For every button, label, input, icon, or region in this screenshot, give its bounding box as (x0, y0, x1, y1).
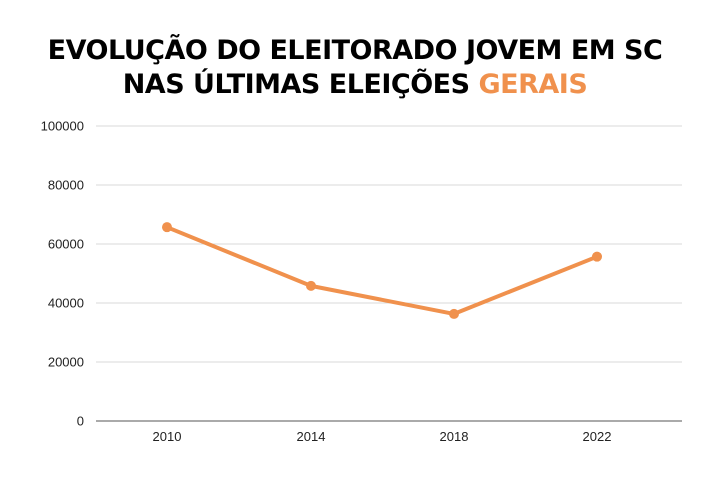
series-line (165, 225, 599, 316)
x-tick-label-2010: 2010 (153, 429, 182, 444)
y-tick-label-80000: 80000 (48, 178, 84, 193)
y-tick-label-100000: 100000 (41, 119, 84, 134)
y-axis-tick-labels: 0 20000 40000 60000 80000 100000 (41, 119, 84, 429)
chart-title-line-2: NAS ÚLTIMAS ELEIÇÕES GERAIS (0, 68, 710, 102)
x-tick-label-2022: 2022 (583, 429, 612, 444)
grid-lines (96, 125, 682, 363)
chart-title-line-2-main: NAS ÚLTIMAS ELEIÇÕES (122, 69, 470, 100)
y-tick-label-0: 0 (77, 414, 84, 429)
data-point-2010 (162, 222, 172, 233)
x-tick-label-2018: 2018 (440, 429, 469, 444)
y-tick-label-20000: 20000 (48, 355, 84, 370)
data-point-2014 (306, 280, 316, 291)
y-tick-label-60000: 60000 (48, 237, 84, 252)
data-point-2018 (449, 308, 459, 319)
x-tick-label-2014: 2014 (297, 429, 326, 444)
data-point-2022 (592, 251, 602, 262)
chart-title-accent: GERAIS (478, 69, 588, 100)
chart-title: EVOLUÇÃO DO ELEITORADO JOVEM EM SC NAS Ú… (0, 34, 710, 102)
chart-title-line-1: EVOLUÇÃO DO ELEITORADO JOVEM EM SC (47, 35, 663, 66)
data-points (162, 222, 602, 319)
y-tick-label-40000: 40000 (48, 296, 84, 311)
x-axis-tick-labels: 2010 2014 2018 2022 (153, 429, 612, 444)
series-line-group (165, 225, 599, 316)
